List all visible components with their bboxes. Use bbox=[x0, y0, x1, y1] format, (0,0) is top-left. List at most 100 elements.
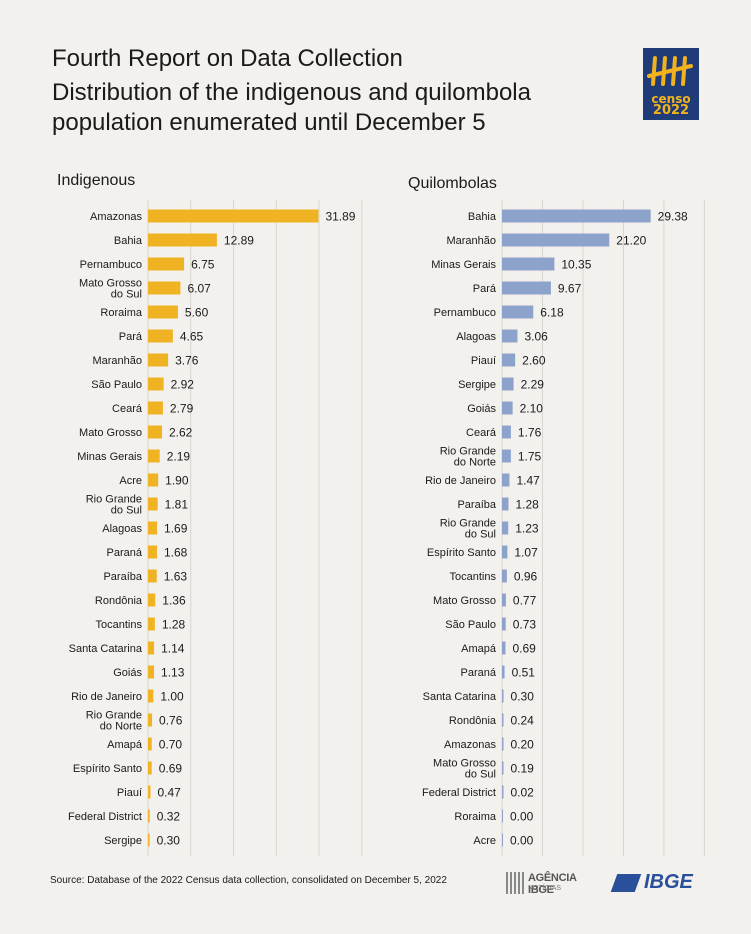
quilombolas-category-label: Goiás bbox=[467, 403, 496, 415]
censo-logo: censo 2022 bbox=[643, 48, 699, 120]
indigenous-bar bbox=[148, 353, 169, 367]
agencia-sub: NOTÍCIAS bbox=[528, 885, 562, 892]
quilombolas-bar bbox=[502, 809, 503, 823]
quilombolas-category-label: Minas Gerais bbox=[431, 259, 496, 271]
indigenous-bar bbox=[148, 209, 319, 223]
indigenous-value-label: 1.81 bbox=[165, 498, 189, 512]
indigenous-bar bbox=[148, 377, 164, 391]
quilombolas-value-label: 2.29 bbox=[521, 378, 545, 392]
quilombolas-bar bbox=[502, 833, 503, 847]
report-title: Fourth Report on Data Collection bbox=[52, 45, 403, 72]
indigenous-category-label: Tocantins bbox=[96, 619, 143, 631]
ibge-mark-icon bbox=[610, 874, 642, 892]
indigenous-category-label: Roraima bbox=[100, 307, 142, 319]
indigenous-category-label: Goiás bbox=[113, 667, 142, 679]
quilombolas-value-label: 0.19 bbox=[511, 762, 535, 776]
quilombolas-bar bbox=[502, 569, 507, 583]
indigenous-bar bbox=[148, 401, 163, 415]
indigenous-category-label: Piauí bbox=[117, 787, 142, 799]
indigenous-value-label: 6.07 bbox=[187, 282, 211, 296]
indigenous-value-label: 4.65 bbox=[180, 330, 204, 344]
quilombolas-category-label: Alagoas bbox=[456, 331, 496, 343]
indigenous-bar bbox=[148, 521, 158, 535]
indigenous-category-label: Mato Grosso bbox=[79, 427, 142, 439]
quilombolas-category-label-line: do Sul bbox=[465, 529, 496, 541]
quilombolas-value-label: 2.10 bbox=[520, 402, 544, 416]
indigenous-bar bbox=[148, 833, 150, 847]
indigenous-title: Indigenous bbox=[57, 172, 136, 189]
quilombolas-bar bbox=[502, 401, 513, 415]
quilombolas-category-label-line: do Sul bbox=[465, 769, 496, 781]
quilombolas-value-label: 0.77 bbox=[513, 594, 537, 608]
quilombolas-category-label: Tocantins bbox=[450, 571, 497, 583]
indigenous-bar bbox=[148, 233, 217, 247]
quilombolas-value-label: 0.02 bbox=[511, 786, 535, 800]
indigenous-value-label: 3.76 bbox=[175, 354, 199, 368]
quilombolas-bar bbox=[502, 785, 504, 799]
charts-canvas: Amazonas 31.89 Bahia 12.89 Pernambuco 6.75 Mat… bbox=[68, 200, 705, 856]
indigenous-category-label: Espírito Santo bbox=[73, 763, 142, 775]
indigenous-category-label: Rio Grande do Sul bbox=[86, 494, 142, 517]
quilombolas-category-label: Mato Grosso bbox=[433, 595, 496, 607]
indigenous-bar bbox=[148, 329, 173, 343]
indigenous-value-label: 0.76 bbox=[159, 714, 183, 728]
indigenous-value-label: 6.75 bbox=[191, 258, 215, 272]
indigenous-category-label-line: do Sul bbox=[111, 289, 142, 301]
indigenous-category-label: Pernambuco bbox=[80, 259, 142, 271]
quilombolas-value-label: 0.69 bbox=[512, 642, 536, 656]
quilombolas-bar bbox=[502, 761, 504, 775]
indigenous-category-label-line: do Sul bbox=[111, 505, 142, 517]
quilombolas-bar bbox=[502, 233, 610, 247]
indigenous-value-label: 2.19 bbox=[167, 450, 191, 464]
censo-word: censo bbox=[651, 92, 691, 106]
indigenous-category-label: Maranhão bbox=[92, 355, 142, 367]
quilombolas-value-label: 0.96 bbox=[514, 570, 538, 584]
quilombolas-category-label: Rio Grande do Norte bbox=[440, 446, 496, 469]
indigenous-bar bbox=[148, 305, 178, 319]
indigenous-value-label: 12.89 bbox=[224, 234, 254, 248]
quilombolas-value-label: 0.00 bbox=[510, 810, 534, 824]
source-note: Source: Database of the 2022 Census data… bbox=[50, 875, 447, 886]
indigenous-value-label: 1.63 bbox=[164, 570, 188, 584]
ibge-logo: IBGE bbox=[610, 870, 706, 896]
indigenous-category-label: São Paulo bbox=[91, 379, 142, 391]
quilombolas-value-label: 10.35 bbox=[561, 258, 591, 272]
quilombolas-category-label-line: Rio Grande bbox=[440, 518, 496, 530]
quilombolas-value-label: 6.18 bbox=[540, 306, 564, 320]
censo-year: 2022 bbox=[652, 103, 690, 118]
indigenous-category-label: Alagoas bbox=[102, 523, 142, 535]
agencia-name: AGÊNCIA IBGE bbox=[528, 872, 577, 896]
quilombolas-bar bbox=[502, 353, 516, 367]
quilombolas-value-label: 0.00 bbox=[510, 834, 534, 848]
quilombolas-category-label: Mato Grosso do Sul bbox=[433, 758, 496, 781]
tally-marks-icon bbox=[647, 56, 693, 86]
quilombolas-category-label: Rio de Janeiro bbox=[425, 475, 496, 487]
indigenous-category-label: Pará bbox=[119, 331, 143, 343]
quilombolas-bar bbox=[502, 305, 534, 319]
ibge-wordmark: IBGE bbox=[644, 871, 693, 893]
quilombolas-bar bbox=[502, 521, 509, 535]
indigenous-value-label: 0.30 bbox=[157, 834, 181, 848]
quilombolas-value-label: 2.60 bbox=[522, 354, 546, 368]
indigenous-bar bbox=[148, 785, 151, 799]
quilombolas-bar bbox=[502, 545, 508, 559]
quilombolas-bar bbox=[502, 689, 504, 703]
quilombolas-category-label-line: Mato Grosso bbox=[433, 758, 496, 770]
indigenous-value-label: 2.92 bbox=[171, 378, 195, 392]
indigenous-bar bbox=[148, 281, 181, 295]
indigenous-category-label: Sergipe bbox=[104, 835, 142, 847]
quilombolas-category-label: Amazonas bbox=[444, 739, 496, 751]
quilombolas-bar bbox=[502, 329, 518, 343]
indigenous-category-label: Paraíba bbox=[103, 571, 142, 583]
indigenous-value-label: 31.89 bbox=[325, 210, 355, 224]
indigenous-bar bbox=[148, 713, 153, 727]
quilombolas-value-label: 0.73 bbox=[513, 618, 537, 632]
indigenous-value-label: 0.69 bbox=[159, 762, 183, 776]
indigenous-bar bbox=[148, 497, 158, 511]
quilombolas-value-label: 1.23 bbox=[515, 522, 539, 536]
quilombolas-value-label: 0.30 bbox=[511, 690, 535, 704]
quilombolas-bar bbox=[502, 497, 509, 511]
quilombolas-value-label: 0.20 bbox=[511, 738, 535, 752]
indigenous-category-label: Mato Grosso do Sul bbox=[79, 278, 142, 301]
quilombolas-bar bbox=[502, 377, 514, 391]
